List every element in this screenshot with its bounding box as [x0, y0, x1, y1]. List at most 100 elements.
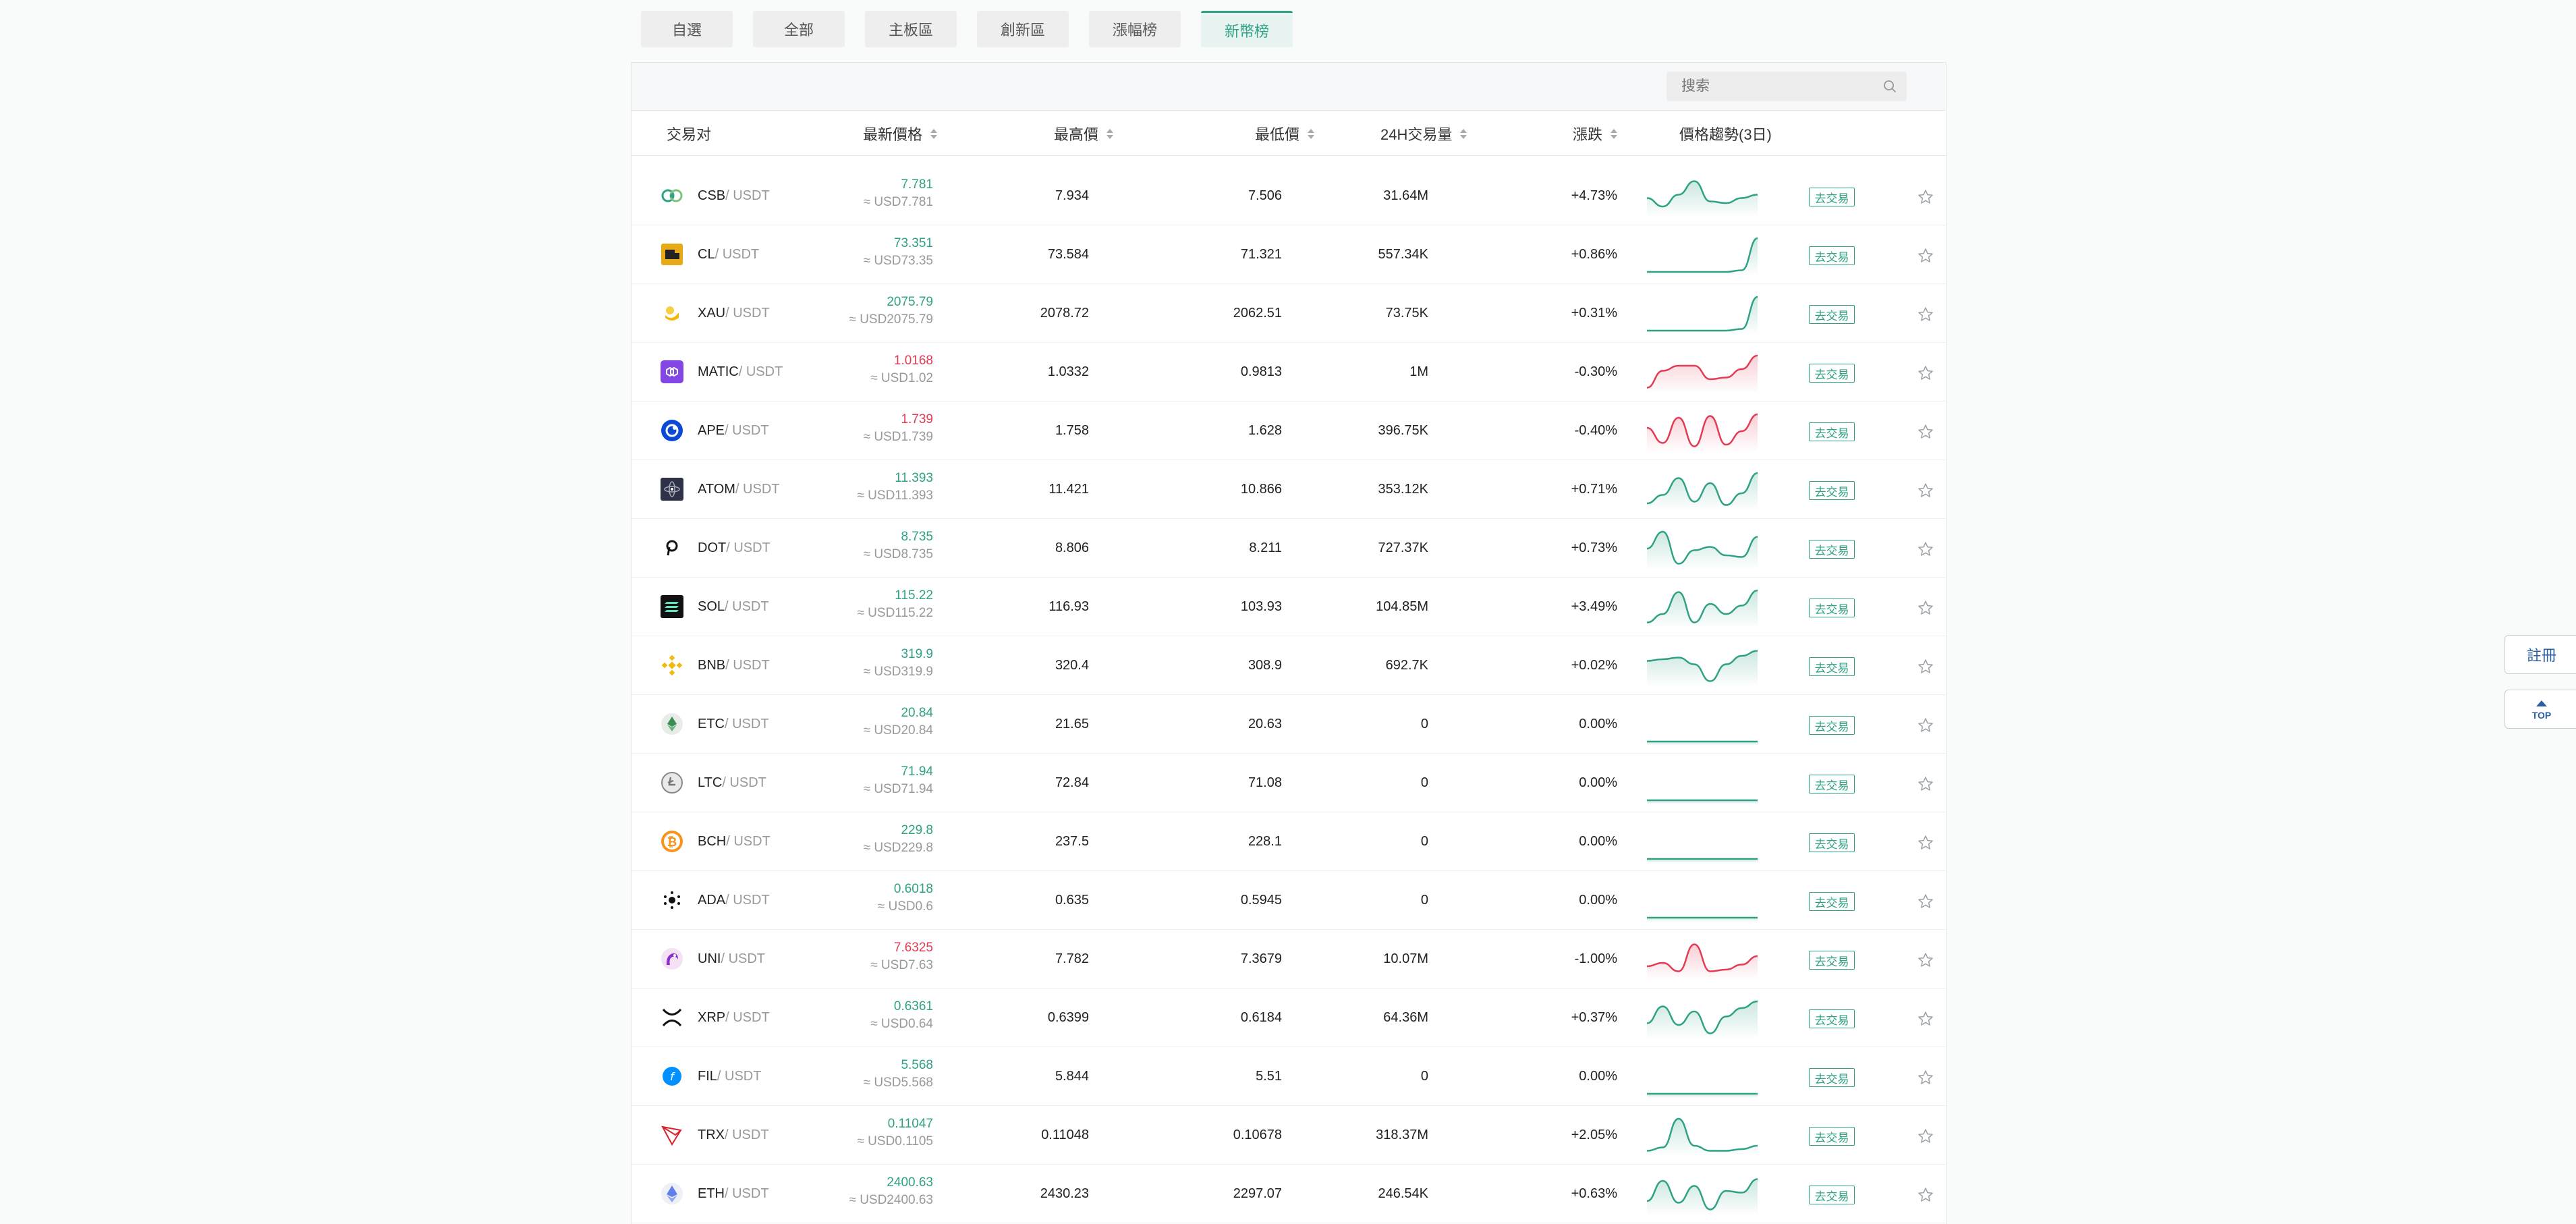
star-icon[interactable]: [1917, 189, 1934, 205]
header-high-label: 最高價: [1054, 126, 1099, 143]
pair-name[interactable]: DOT / USDT: [698, 519, 771, 578]
sort-icon[interactable]: [1611, 128, 1618, 139]
trade-button[interactable]: 去交易: [1809, 833, 1855, 852]
trade-button[interactable]: 去交易: [1809, 1127, 1855, 1146]
tab-3[interactable]: 創新區: [977, 11, 1069, 47]
pair-name[interactable]: UNI / USDT: [698, 930, 765, 989]
tab-0[interactable]: 自選: [641, 11, 733, 47]
star-icon[interactable]: [1917, 1011, 1934, 1027]
table-row[interactable]: CSB / USDT 7.781 ≈ USD7.781 7.934 7.506 31.64M…: [632, 167, 1946, 225]
back-to-top-button[interactable]: TOP: [2504, 690, 2576, 729]
table-row[interactable]: ETC / USDT 20.84 ≈ USD20.84 21.65 20.63 0 0.00%…: [632, 695, 1946, 754]
star-icon[interactable]: [1917, 776, 1934, 792]
table-row[interactable]: f FIL / USDT 5.568 ≈ USD5.568 5.844 5.51 0 0.00%…: [632, 1047, 1946, 1106]
pair-name[interactable]: CSB / USDT: [698, 167, 770, 225]
star-icon[interactable]: [1917, 835, 1934, 851]
star-icon[interactable]: [1917, 248, 1934, 264]
tab-2[interactable]: 主板區: [865, 11, 957, 47]
pair-name[interactable]: APE / USDT: [698, 401, 769, 460]
pair-name[interactable]: XRP / USDT: [698, 989, 770, 1047]
trade-button[interactable]: 去交易: [1809, 364, 1855, 383]
trade-button[interactable]: 去交易: [1809, 1186, 1855, 1204]
table-row[interactable]: XRP / USDT 0.6361 ≈ USD0.64 0.6399 0.6184 64.3…: [632, 989, 1946, 1047]
header-volume[interactable]: 24H交易量: [1380, 111, 1467, 156]
usd-price: ≈ USD11.393: [857, 489, 933, 503]
star-icon[interactable]: [1917, 424, 1934, 440]
table-row[interactable]: ₿ BCH / USDT 229.8 ≈ USD229.8 237.5 228.1 0 0.00…: [632, 812, 1946, 871]
trade-button[interactable]: 去交易: [1809, 657, 1855, 676]
trade-button[interactable]: 去交易: [1809, 422, 1855, 441]
table-row[interactable]: LTC / USDT 71.94 ≈ USD71.94 72.84 71.08 0 0.00%…: [632, 754, 1946, 812]
trade-button[interactable]: 去交易: [1809, 305, 1855, 324]
ada-coin-icon: [661, 889, 683, 912]
trend-line: [1647, 943, 1758, 972]
pair-name[interactable]: ETC / USDT: [698, 695, 769, 754]
pair-name[interactable]: ADA / USDT: [698, 871, 770, 930]
trade-button[interactable]: 去交易: [1809, 951, 1855, 970]
star-icon[interactable]: [1917, 717, 1934, 733]
sort-icon[interactable]: [1107, 128, 1114, 139]
pair-name[interactable]: ATOM / USDT: [698, 460, 780, 519]
pair-name[interactable]: SOL / USDT: [698, 578, 769, 636]
header-low[interactable]: 最低價: [1255, 111, 1315, 156]
pair-name[interactable]: CL / USDT: [698, 225, 759, 284]
star-icon[interactable]: [1917, 1069, 1934, 1086]
table-row[interactable]: APE / USDT 1.739 ≈ USD1.739 1.758 1.628 396.75…: [632, 401, 1946, 460]
pair-name[interactable]: BNB / USDT: [698, 636, 770, 695]
last-price: 0.6361 ≈ USD0.64: [870, 998, 933, 1033]
table-row[interactable]: ADA / USDT 0.6018 ≈ USD0.6 0.635 0.5945 0 0.00%…: [632, 871, 1946, 930]
sort-icon[interactable]: [930, 128, 938, 139]
table-row[interactable]: BNB / USDT 319.9 ≈ USD319.9 320.4 308.9 692.7K…: [632, 636, 1946, 695]
table-row[interactable]: UNI / USDT 7.6325 ≈ USD7.63 7.782 7.3679 10.07…: [632, 930, 1946, 989]
star-icon[interactable]: [1917, 893, 1934, 910]
star-icon[interactable]: [1917, 1187, 1934, 1203]
trade-button[interactable]: 去交易: [1809, 716, 1855, 735]
table-row[interactable]: TRX / USDT 0.11047 ≈ USD0.1105 0.11048 0.1067…: [632, 1106, 1946, 1165]
trade-button[interactable]: 去交易: [1809, 599, 1855, 617]
pair-name[interactable]: MATIC / USDT: [698, 343, 783, 401]
table-row[interactable]: CL / USDT 73.351 ≈ USD73.35 73.584 71.321 557.…: [632, 225, 1946, 284]
trade-button[interactable]: 去交易: [1809, 775, 1855, 794]
pair-name[interactable]: XAU / USDT: [698, 284, 770, 343]
pair-name[interactable]: LTC / USDT: [698, 754, 766, 812]
pair-name[interactable]: ETH / USDT: [698, 1165, 769, 1223]
table-row[interactable]: SOL / USDT 115.22 ≈ USD115.22 116.93 103.93 10…: [632, 578, 1946, 636]
trade-button[interactable]: 去交易: [1809, 1068, 1855, 1087]
star-icon[interactable]: [1917, 600, 1934, 616]
table-row[interactable]: ETH / USDT 2400.63 ≈ USD2400.63 2430.23 2297.…: [632, 1165, 1946, 1223]
pair-name[interactable]: BCH / USDT: [698, 812, 771, 871]
star-icon[interactable]: [1917, 541, 1934, 557]
trade-button[interactable]: 去交易: [1809, 246, 1855, 265]
pair-name[interactable]: TRX / USDT: [698, 1106, 769, 1165]
table-row[interactable]: ATOM / USDT 11.393 ≈ USD11.393 11.421 10.866 3…: [632, 460, 1946, 519]
star-icon[interactable]: [1917, 659, 1934, 675]
volume: 1M: [1409, 364, 1428, 379]
star-icon[interactable]: [1917, 365, 1934, 381]
register-button[interactable]: 註冊: [2504, 635, 2576, 674]
search-input[interactable]: [1667, 72, 1873, 101]
usd-price: ≈ USD20.84: [863, 723, 933, 738]
star-icon[interactable]: [1917, 482, 1934, 499]
pair-name[interactable]: FIL / USDT: [698, 1047, 761, 1106]
table-row[interactable]: DOT / USDT 8.735 ≈ USD8.735 8.806 8.211 727.37…: [632, 519, 1946, 578]
header-high[interactable]: 最高價: [1054, 111, 1114, 156]
header-last-price[interactable]: 最新價格: [863, 111, 938, 156]
table-row[interactable]: MATIC / USDT 1.0168 ≈ USD1.02 1.0332 0.9813 1M…: [632, 343, 1946, 401]
search-icon[interactable]: [1873, 72, 1907, 101]
header-change[interactable]: 漲跌: [1573, 111, 1618, 156]
tab-4[interactable]: 漲幅榜: [1089, 11, 1181, 47]
trade-button[interactable]: 去交易: [1809, 892, 1855, 911]
star-icon[interactable]: [1917, 952, 1934, 968]
tab-5[interactable]: 新幣榜: [1201, 11, 1293, 47]
star-icon[interactable]: [1917, 306, 1934, 323]
trade-button[interactable]: 去交易: [1809, 1009, 1855, 1028]
trade-button[interactable]: 去交易: [1809, 540, 1855, 559]
tab-1[interactable]: 全部: [753, 11, 845, 47]
star-icon[interactable]: [1917, 1128, 1934, 1144]
table-row[interactable]: XAU / USDT 2075.79 ≈ USD2075.79 2078.72 2062.…: [632, 284, 1946, 343]
change-percent: 0.00%: [1579, 1069, 1617, 1084]
trade-button[interactable]: 去交易: [1809, 481, 1855, 500]
sort-icon[interactable]: [1308, 128, 1315, 139]
trade-button[interactable]: 去交易: [1809, 188, 1855, 206]
sort-icon[interactable]: [1460, 128, 1467, 139]
